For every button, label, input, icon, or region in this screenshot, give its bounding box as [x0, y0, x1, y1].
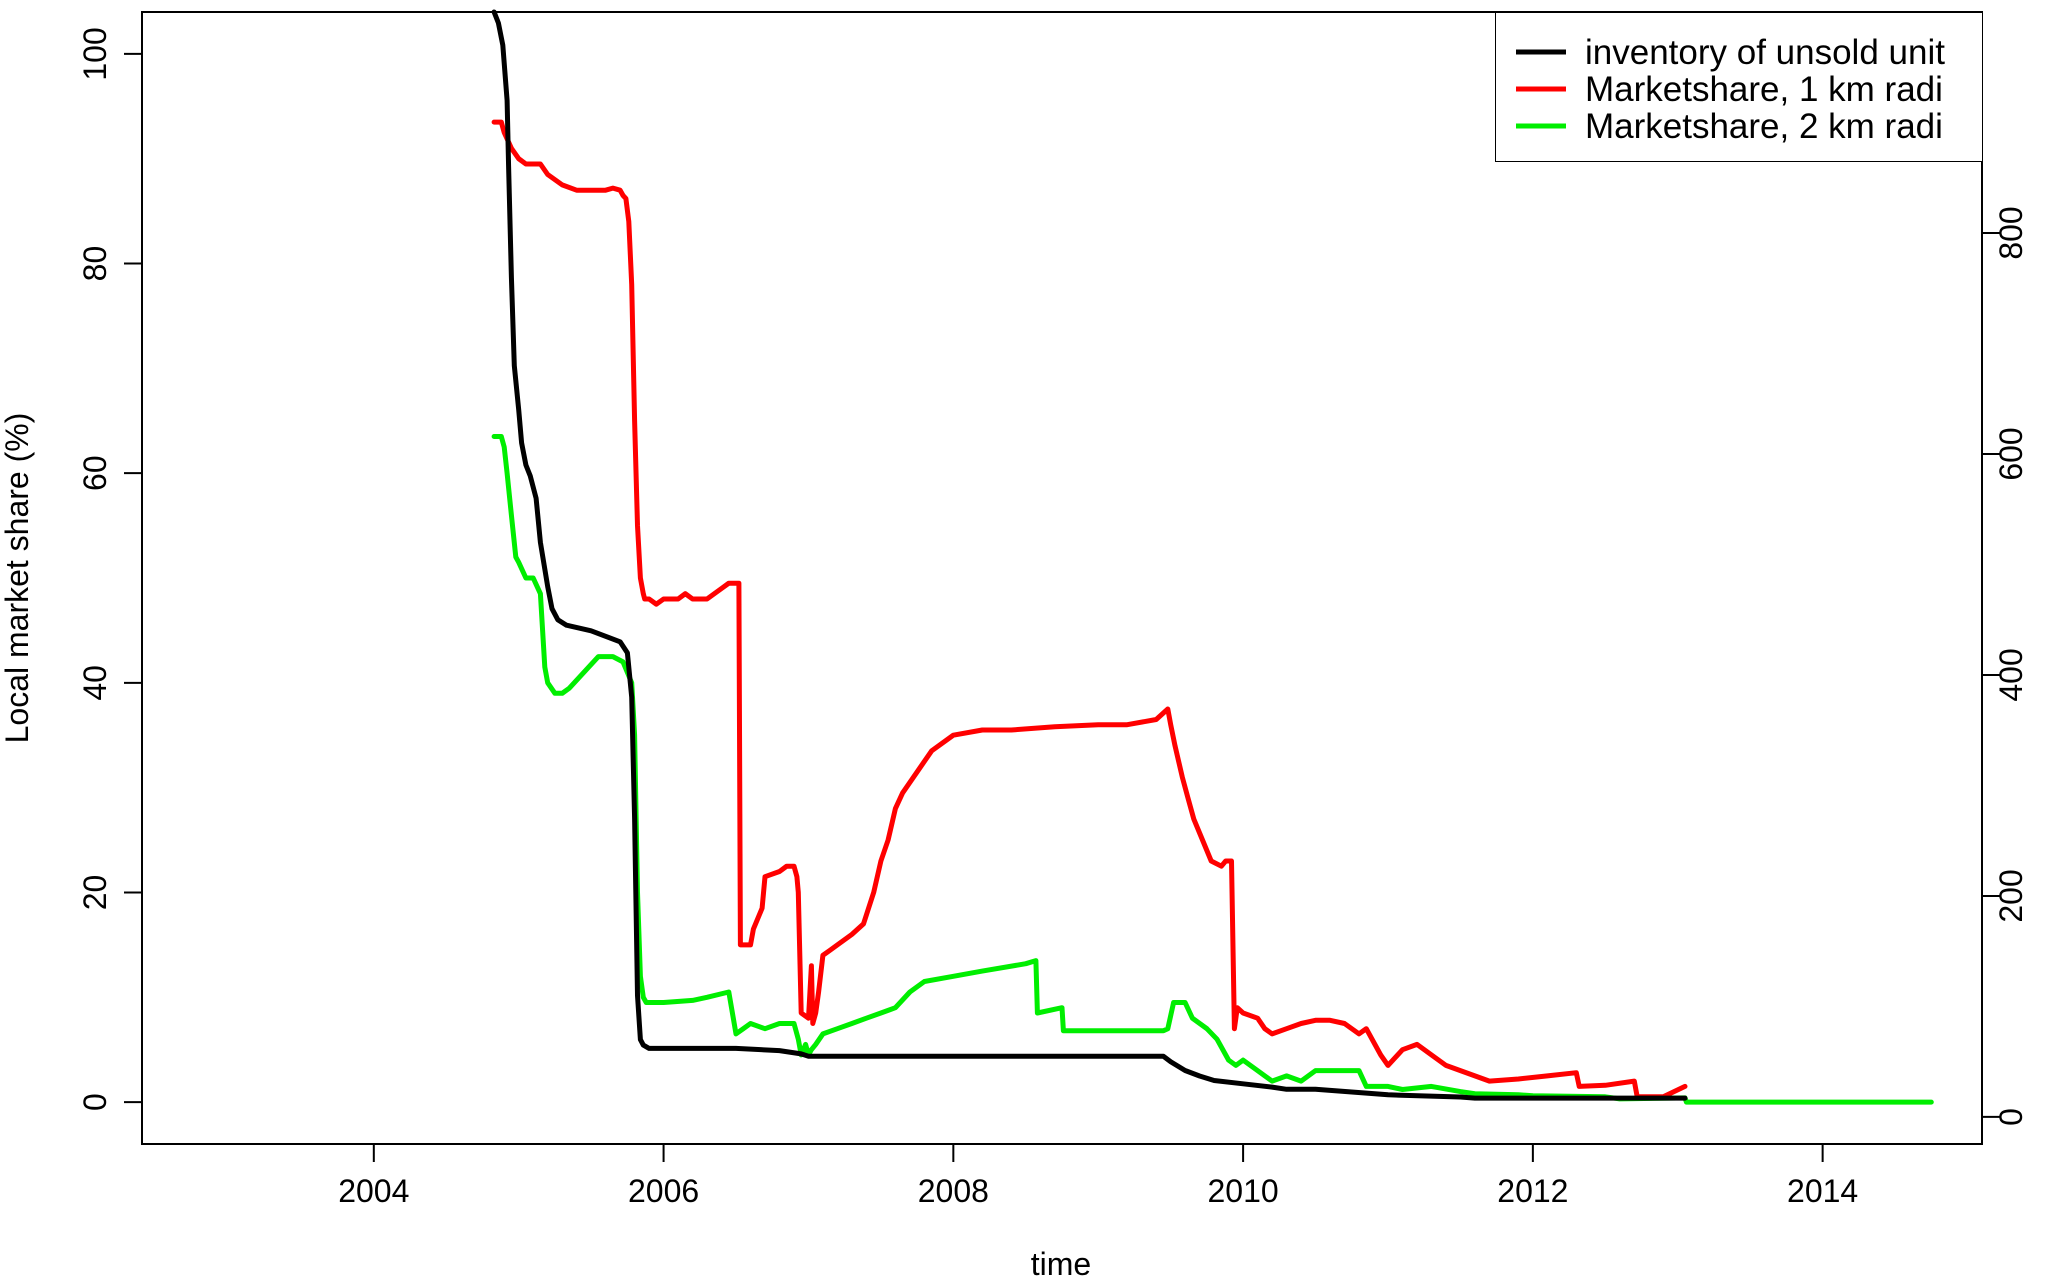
legend-label: Marketshare, 2 km radi	[1585, 107, 1943, 146]
series-line-1	[491, 9, 1688, 1101]
x-tick-label: 2014	[1787, 1173, 1858, 1209]
y-tick-label: 60	[77, 455, 113, 491]
y-tick-label: 0	[77, 1093, 113, 1111]
x-tick-label: 2010	[1208, 1173, 1279, 1209]
series-line-3	[491, 434, 1934, 1105]
x-tick-label: 2004	[338, 1173, 409, 1209]
y-tick-label: 100	[77, 27, 113, 80]
y2-tick-label: 0	[1993, 1108, 2029, 1126]
y2-tick-label: 800	[1993, 206, 2029, 259]
y-tick-label: 20	[77, 875, 113, 911]
y-axis-right: 0 200 400 600 800	[1981, 206, 2029, 1126]
x-axis: 2004 2006 2008 2010 2012 2014	[338, 1143, 1858, 1209]
series-layer	[491, 9, 1934, 1105]
y-tick-label: 80	[77, 246, 113, 282]
legend-box	[1495, 12, 1982, 162]
y-tick-label: 40	[77, 665, 113, 701]
series-line-2	[491, 119, 1688, 1100]
x-axis-title: time	[1031, 1246, 1091, 1282]
y2-tick-label: 400	[1993, 648, 2029, 701]
x-tick-label: 2008	[918, 1173, 989, 1209]
y2-tick-label: 600	[1993, 427, 2029, 480]
legend-label: inventory of unsold unit	[1585, 33, 1945, 72]
plot-frame	[141, 11, 1983, 1145]
x-tick-label: 2006	[628, 1173, 699, 1209]
y-axis-left: 0 20 40 60 80 100	[77, 27, 143, 1111]
legend-label: Marketshare, 1 km radi	[1585, 70, 1943, 109]
x-tick-label: 2012	[1497, 1173, 1568, 1209]
y2-tick-label: 200	[1993, 869, 2029, 922]
y-axis-title: Local market share (%)	[0, 413, 35, 744]
